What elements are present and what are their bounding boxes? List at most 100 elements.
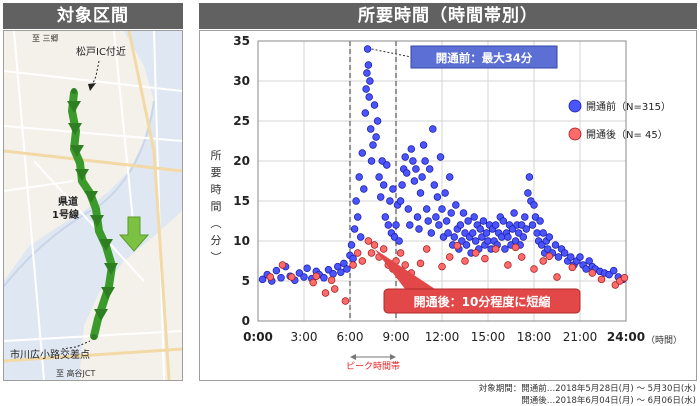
before-data-point: [459, 209, 468, 217]
before-data-point: [396, 197, 405, 205]
before-data-point: [435, 221, 443, 229]
before-data-point: [350, 225, 359, 233]
after-callout-pointer: [374, 249, 435, 289]
before-data-point: [444, 229, 452, 237]
period-note-after: 開通後…2018年6月04日(月) ～ 6月06日(水): [521, 396, 696, 406]
after-data-point: [266, 273, 275, 281]
before-data-point: [358, 149, 367, 157]
before-data-point: [510, 209, 518, 217]
after-data-point: [504, 261, 512, 269]
y-axis-label-char: ︵: [211, 217, 222, 230]
before-data-point: [416, 189, 425, 197]
before-data-point: [337, 268, 345, 276]
before-data-point: [389, 185, 397, 193]
before-data-point: [402, 169, 411, 177]
y-axis-label-char: 時: [211, 183, 222, 196]
after-data-point: [416, 259, 425, 268]
before-data-point: [407, 145, 416, 153]
major-roads: [4, 31, 182, 380]
before-data-point: [554, 253, 563, 261]
before-data-point: [479, 217, 488, 225]
after-data-point: [278, 261, 287, 269]
before-data-point: [609, 266, 618, 275]
before-data-point: [432, 213, 440, 221]
after-data-point: [330, 285, 339, 293]
after-data-point: [445, 253, 454, 261]
before-data-point: [401, 153, 409, 161]
before-max-callout: 開通前：最大34分: [436, 51, 533, 65]
before-data-point: [392, 221, 400, 229]
before-data-point: [536, 217, 544, 225]
after-data-point: [287, 273, 296, 281]
before-data-point: [395, 237, 403, 245]
before-data-point: [355, 173, 363, 181]
end-point-marker: [91, 334, 97, 340]
target-section-title: 対象区間: [3, 3, 183, 29]
direction-arrow-icon: [118, 216, 150, 252]
x-tick-label: 15:00: [471, 330, 506, 344]
after-data-point: [401, 261, 409, 269]
after-data-point: [370, 241, 379, 249]
after-data-point: [481, 254, 489, 263]
before-data-point: [258, 275, 267, 284]
south-label: 至 高谷JCT: [56, 368, 95, 378]
before-data-point: [433, 193, 442, 201]
x-tick-label: 6:00: [337, 330, 364, 344]
before-data-point: [366, 125, 375, 133]
route-line: [68, 89, 116, 340]
y-axis-label-char: 要: [211, 166, 222, 179]
before-data-point: [384, 221, 393, 229]
before-data-point: [545, 233, 554, 241]
before-data-point: [363, 69, 371, 77]
before-data-point: [333, 262, 342, 271]
y-axis-label-char: 間: [211, 200, 222, 213]
y-axis-label-char: ︶: [211, 251, 222, 264]
before-data-point: [347, 241, 356, 249]
before-data-point: [521, 213, 529, 221]
after-data-point: [321, 289, 330, 297]
y-axis-label-char: 分: [211, 234, 222, 247]
north-label: 至 三郷: [32, 34, 59, 43]
before-data-point: [272, 266, 281, 275]
after-data-point: [511, 243, 520, 252]
legend-after-marker: [568, 127, 582, 141]
before-data-point: [362, 85, 370, 93]
before-data-point: [470, 213, 478, 221]
x-tick-label: 0:00: [243, 330, 273, 344]
before-data-point: [349, 254, 357, 263]
before-data-point: [277, 274, 285, 282]
after-data-point: [453, 242, 462, 250]
y-tick-label: 35: [233, 34, 250, 48]
y-tick-label: 15: [233, 194, 250, 208]
after-data-point: [461, 257, 469, 265]
before-data-point: [482, 229, 491, 237]
before-data-point: [421, 157, 429, 165]
before-data-point: [491, 221, 500, 229]
before-data-point: [471, 237, 480, 245]
before-data-point: [551, 241, 560, 249]
before-data-point: [524, 189, 532, 197]
before-data-point: [356, 233, 365, 241]
after-data-point: [341, 297, 350, 305]
before-data-point: [379, 181, 388, 189]
end-label: 市川広小路交差点: [10, 348, 90, 361]
peak-band-left-arrow-icon: [350, 354, 356, 360]
legend-before-label: 開通前（N=315）: [586, 100, 671, 113]
after-data-point: [309, 278, 317, 287]
after-data-point: [588, 269, 597, 277]
before-data-point: [361, 109, 370, 117]
before-data-point: [376, 193, 385, 201]
before-data-point: [422, 205, 431, 213]
before-data-point: [445, 173, 454, 181]
before-data-point: [329, 270, 337, 278]
before-data-point: [450, 233, 459, 241]
before-data-point: [381, 213, 390, 221]
after-data-point: [379, 245, 388, 253]
after-data-point: [358, 257, 367, 265]
route-map: 至 三郷 松戸IC付近 県道 1号線 市川広小路交差点 至 高谷JCT: [3, 30, 183, 381]
route-markers: [67, 101, 118, 321]
before-data-point: [425, 165, 434, 173]
before-data-point: [373, 117, 382, 125]
chart-title: 所要時間（時間帯別）: [199, 3, 697, 29]
before-data-point: [424, 217, 432, 225]
